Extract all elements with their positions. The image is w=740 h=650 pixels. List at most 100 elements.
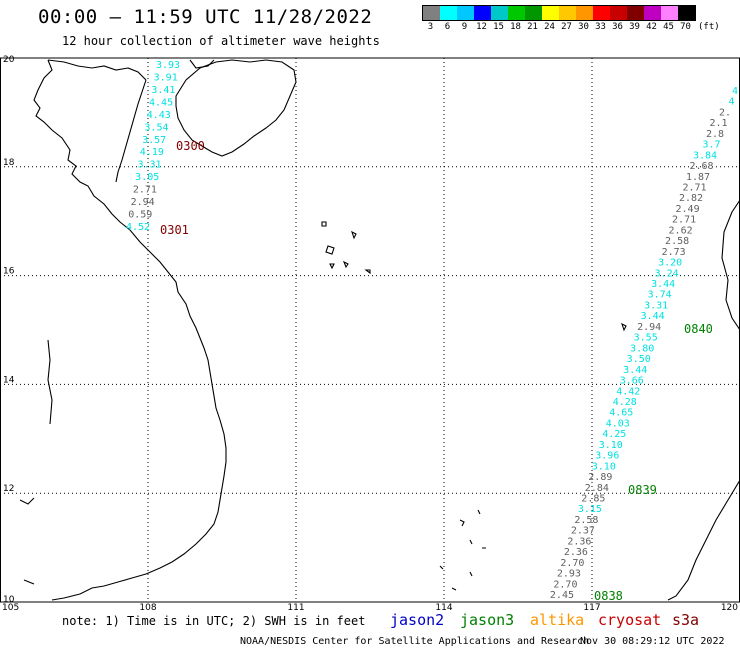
paracel-island [342,260,349,269]
swh-value: 4.52 [126,222,150,233]
legend-label: 70 [680,22,691,32]
swh-value: 0.59 [128,210,152,221]
swh-value: 3.91 [154,72,178,83]
lon-tick-label: 120 [721,603,738,613]
legend-label: 42 [646,22,657,32]
lat-tick-label: 10 [3,595,15,605]
swh-value: 4.25 [602,429,626,440]
legend-label: 39 [629,22,640,32]
legend-swatch [423,6,440,20]
lon-tick-label: 105 [2,603,19,613]
track-time-label: 0840 [684,322,713,336]
lon-tick-label: 117 [583,603,600,613]
swh-value: 2.58 [574,515,598,526]
swh-value: 3.96 [595,451,619,462]
swh-value: 4.19 [140,147,164,158]
legend-label: 3 [427,22,434,32]
track-time-label: 0838 [594,589,623,603]
swh-value: 3.44 [623,365,647,376]
legend-label: 33 [595,22,606,32]
legend-label: (ft) [698,22,720,32]
leizhou-peninsula [189,59,215,69]
swh-value: 3.50 [627,354,651,365]
legend-label: 45 [663,22,674,32]
color-scale-bar [422,5,696,21]
legend-label: 30 [578,22,589,32]
legend-swatch [474,6,491,20]
track-time-label: 0300 [176,139,205,153]
swh-value: 3.41 [151,85,175,96]
swh-value: 3.66 [620,376,644,387]
swh-value: 2.70 [553,579,577,590]
legend-label: 27 [561,22,572,32]
swh-value: 2.84 [585,483,609,494]
lat-tick-label: 20 [3,55,15,65]
legend-swatch [593,6,610,20]
legend-label: 15 [493,22,504,32]
legend-swatch [576,6,593,20]
tonkin-coast [115,79,147,183]
mainland-coast [33,59,227,601]
swh-value: 3.05 [135,172,159,183]
credit-line: NOAA/NESDIS Center for Satellite Applica… [240,636,590,647]
swh-value: 3.24 [655,268,679,279]
paracel-island [321,221,327,227]
legend-swatch [644,6,661,20]
swh-value: 2.62 [669,225,693,236]
swh-value: 3.57 [142,135,166,146]
swh-value: 2.71 [683,183,707,194]
legend-label: 6 [444,22,451,32]
legend-swatch [678,6,695,20]
legend-label: 9 [461,22,468,32]
reef [621,322,627,332]
swh-value: 3.20 [658,258,682,269]
lat-tick-label: 12 [3,484,14,494]
legend-label: 36 [612,22,623,32]
swh-value: 2.1 [709,118,727,129]
swh-value: 3.15 [578,504,602,515]
legend-swatch [525,6,542,20]
generation-timestamp: Nov 30 08:29:12 UTC 2022 [580,636,725,647]
coast-north-edge [47,59,147,81]
legend-label: 12 [476,22,487,32]
paracel-island [364,269,371,275]
swh-value: 3.10 [592,461,616,472]
lat-tick-label: 14 [3,375,15,385]
legend-swatch [661,6,678,20]
swh-value: 4.42 [616,386,640,397]
swh-value: 2.36 [564,547,588,558]
swh-value: 2.36 [567,536,591,547]
swh-value: 2.89 [588,472,612,483]
satellite-name: cryosat [598,611,662,629]
paracel-island [325,245,335,255]
swh-value: 4 [732,86,738,97]
map-subtitle: 12 hour collection of altimeter wave hei… [62,34,380,48]
legend-label: 21 [527,22,538,32]
swh-value: 4.65 [609,408,633,419]
map-title: 00:00 – 11:59 UTC 11/28/2022 [38,6,373,28]
swh-value: 2.71 [133,185,157,196]
legend-swatch [610,6,627,20]
swh-value: 3.44 [641,311,665,322]
lon-tick-label: 108 [139,603,156,613]
satellite-name: jason3 [460,611,515,629]
swh-value: 3.74 [648,290,672,301]
swh-value: 4.03 [606,418,630,429]
swh-value: 2.73 [662,247,686,258]
swh-value: 2.85 [581,493,605,504]
swh-value: 2.94 [637,322,661,333]
track-time-label: 0839 [628,483,657,497]
satellite-tracks: 3.933.913.414.454.433.543.574.193.313.05… [126,60,738,603]
paracel-island [329,263,335,270]
swh-value: 3.93 [156,60,180,71]
swh-value: 4.28 [613,397,637,408]
swh-value: 3.55 [634,333,658,344]
swh-value: 2.94 [131,197,155,208]
lat-tick-label: 18 [3,158,15,168]
luzon-coast [721,199,740,331]
coastline [19,59,740,601]
satellite-name: s3a [672,611,700,629]
swh-value: 3.31 [644,300,668,311]
